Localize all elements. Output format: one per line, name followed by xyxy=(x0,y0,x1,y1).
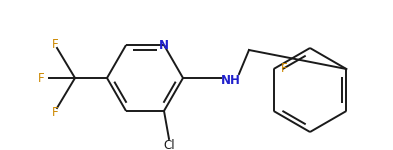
Text: NH: NH xyxy=(221,74,241,87)
Text: Cl: Cl xyxy=(163,139,175,150)
Text: F: F xyxy=(281,63,288,75)
Text: F: F xyxy=(38,72,44,84)
Text: F: F xyxy=(52,38,58,51)
Text: F: F xyxy=(52,105,58,118)
Text: N: N xyxy=(159,39,169,52)
